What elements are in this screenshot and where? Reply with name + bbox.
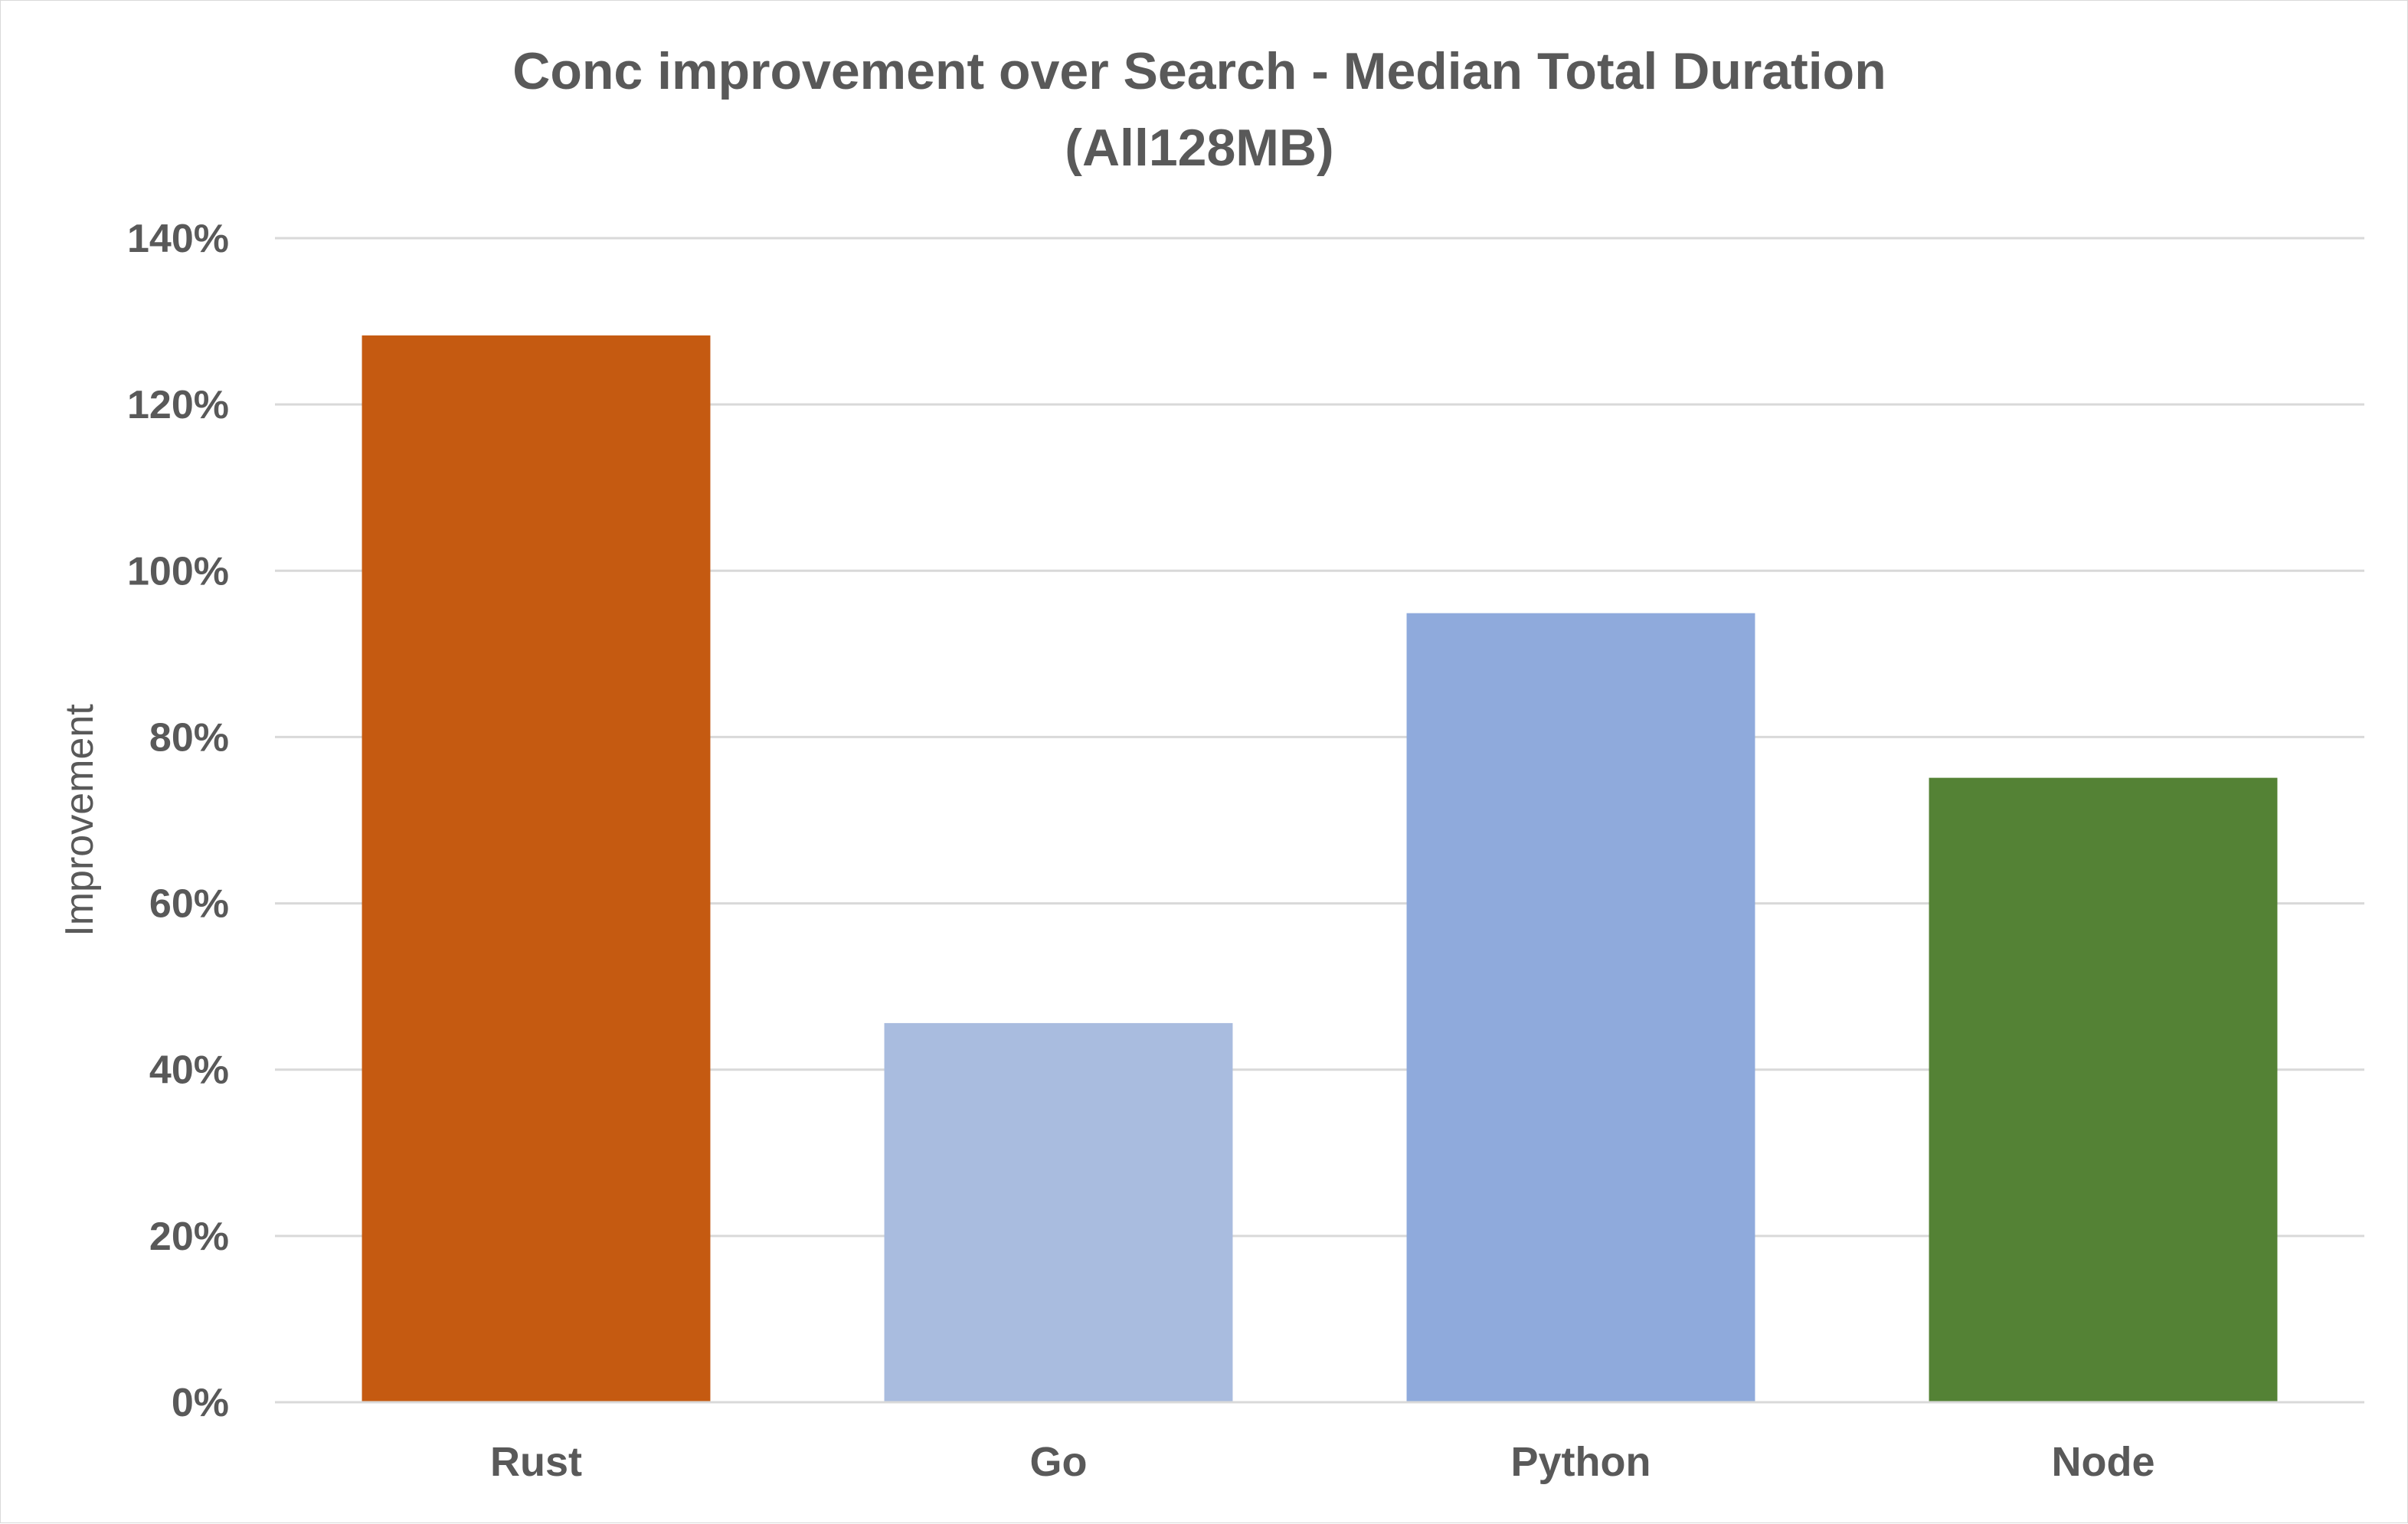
x-tick-label: Rust xyxy=(490,1439,582,1485)
y-tick-label: 60% xyxy=(149,882,229,927)
y-tick-label: 100% xyxy=(127,549,229,594)
x-tick-label: Go xyxy=(1030,1439,1088,1485)
y-tick-label: 40% xyxy=(149,1048,229,1093)
y-axis-label: Improvement xyxy=(57,704,102,937)
y-axis-ticks: 0% 20% 40% 60% 80% 100% 120% 140% xyxy=(127,217,229,1425)
bar-rust xyxy=(362,335,711,1402)
y-tick-label: 120% xyxy=(127,383,229,427)
bars xyxy=(275,335,2364,1404)
y-tick-label: 20% xyxy=(149,1215,229,1259)
chart-title: Conc improvement over Search - Median To… xyxy=(512,42,1886,177)
chart-title-line-1: Conc improvement over Search - Median To… xyxy=(512,42,1886,100)
y-tick-label: 0% xyxy=(172,1381,229,1425)
y-tick-label: 140% xyxy=(127,217,229,261)
y-tick-label: 80% xyxy=(149,715,229,760)
x-tick-label: Node xyxy=(2052,1439,2155,1485)
bar-node xyxy=(1929,777,2278,1402)
chart-title-line-2: (All128MB) xyxy=(1065,119,1333,177)
bar-python xyxy=(1406,613,1755,1402)
bar-go xyxy=(884,1022,1233,1402)
x-tick-label: Python xyxy=(1511,1439,1651,1485)
x-axis-ticks: Rust Go Python Node xyxy=(490,1439,2155,1485)
